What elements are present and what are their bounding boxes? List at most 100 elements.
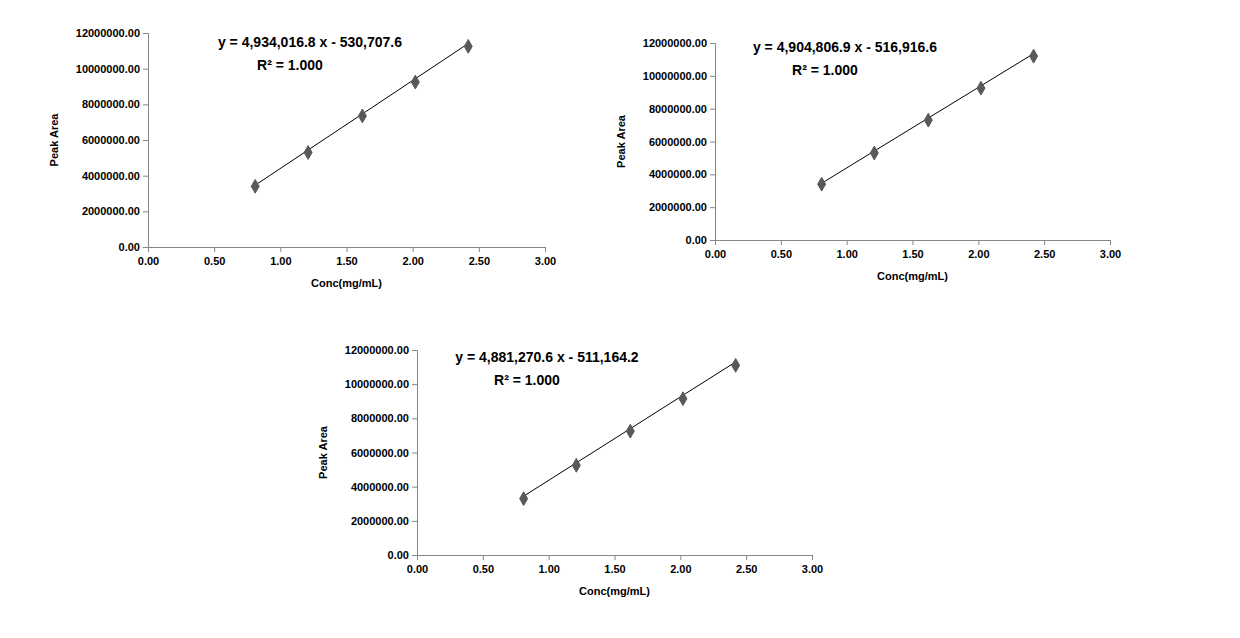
y-tick-label: 2000000.00	[82, 205, 140, 217]
y-tick: 8000000.00	[649, 103, 715, 115]
y-tick-label: 4000000.00	[649, 168, 707, 180]
y-tick-label: 6000000.00	[649, 136, 707, 148]
y-tick-mark	[412, 453, 417, 454]
point	[358, 109, 366, 123]
y-tick-mark	[412, 555, 417, 556]
x-tick-label: 1.50	[604, 563, 625, 575]
equation: y = 4,934,016.8 x - 530,707.6	[218, 34, 402, 50]
y-tick-mark	[412, 521, 417, 522]
y-axis: 0.002000000.004000000.006000000.00800000…	[76, 27, 149, 253]
x-tick-mark	[1044, 240, 1045, 245]
y-tick: 10000000.00	[345, 378, 417, 390]
y-tick: 10000000.00	[643, 70, 715, 82]
x-tick: 0.50	[771, 240, 792, 260]
y-tick-mark	[710, 174, 715, 175]
y-tick-mark	[143, 247, 148, 248]
x-tick: 1.50	[604, 555, 625, 575]
y-tick: 6000000.00	[351, 447, 417, 459]
y-axis-line	[143, 34, 149, 248]
chart: 0.000.501.001.502.002.503.000.002000000.…	[317, 344, 823, 597]
y-tick: 8000000.00	[351, 412, 417, 424]
x-tick: 2.00	[402, 247, 423, 267]
y-tick-label: 12000000.00	[76, 27, 140, 39]
x-tick-mark	[781, 240, 782, 245]
x-axis-line	[149, 248, 546, 253]
x-tick: 3.00	[802, 555, 823, 575]
x-tick-label: 2.00	[968, 248, 989, 260]
y-tick-mark	[710, 43, 715, 44]
y-tick-mark	[143, 176, 148, 177]
y-tick-label: 8000000.00	[82, 98, 140, 110]
plot-area	[251, 39, 472, 193]
y-tick: 4000000.00	[351, 481, 417, 493]
y-tick: 0.00	[686, 234, 715, 246]
x-tick-label: 0.00	[138, 255, 159, 267]
x-tick-label: 1.00	[836, 248, 857, 260]
trend-line	[255, 44, 468, 186]
point	[411, 75, 419, 89]
y-tick-mark	[710, 142, 715, 143]
y-tick-label: 4000000.00	[82, 170, 140, 182]
y-tick: 8000000.00	[82, 98, 148, 110]
y-tick-mark	[143, 33, 148, 34]
x-tick: 1.50	[336, 247, 357, 267]
y-tick-mark	[143, 69, 148, 70]
y-tick: 6000000.00	[82, 134, 148, 146]
y-tick-mark	[143, 140, 148, 141]
y-tick-label: 2000000.00	[351, 515, 409, 527]
x-tick-label: 3.00	[802, 563, 823, 575]
y-tick-mark	[412, 350, 417, 351]
equation: y = 4,904,806.9 x - 516,916.6	[753, 39, 937, 55]
y-tick: 4000000.00	[82, 170, 148, 182]
x-tick-label: 3.00	[1100, 248, 1121, 260]
point	[251, 179, 259, 193]
x-tick-label: 2.00	[402, 255, 423, 267]
point	[520, 492, 528, 506]
x-tick: 0.50	[473, 555, 494, 575]
y-tick-label: 8000000.00	[351, 412, 409, 424]
y-tick: 2000000.00	[351, 515, 417, 527]
point	[1030, 49, 1038, 63]
r-squared: R² = 1.000	[257, 57, 323, 73]
y-tick-label: 10000000.00	[643, 70, 707, 82]
x-tick-mark	[847, 240, 848, 245]
x-tick-mark	[978, 240, 979, 245]
x-tick: 2.50	[1034, 240, 1055, 260]
y-tick-mark	[710, 76, 715, 77]
x-axis-title: Conc(mg/mL)	[579, 585, 650, 597]
y-tick: 12000000.00	[345, 344, 417, 356]
y-axis-title: Peak Area	[317, 425, 329, 479]
y-tick-mark	[412, 384, 417, 385]
point	[977, 81, 985, 95]
y-tick-label: 8000000.00	[649, 103, 707, 115]
y-tick: 2000000.00	[82, 205, 148, 217]
point	[572, 458, 580, 472]
y-axis-title: Peak Area	[615, 114, 627, 168]
x-tick-label: 2.50	[1034, 248, 1055, 260]
y-tick-mark	[710, 207, 715, 208]
point	[626, 424, 634, 438]
x-tick-label: 2.50	[469, 255, 490, 267]
x-tick-label: 2.00	[670, 563, 691, 575]
y-axis-line	[412, 351, 418, 556]
chart: 0.000.501.001.502.002.503.000.002000000.…	[48, 27, 556, 289]
x-tick: 0.00	[705, 240, 726, 260]
point	[304, 146, 312, 160]
chart: 0.000.501.001.502.002.503.000.002000000.…	[615, 37, 1121, 282]
x-tick-mark	[545, 247, 546, 252]
x-axis-line	[716, 241, 1111, 246]
y-tick-mark	[710, 109, 715, 110]
x-tick: 1.00	[538, 555, 559, 575]
y-tick-label: 12000000.00	[345, 344, 409, 356]
point	[924, 113, 932, 127]
figure: 0.00 0.50 1.00 1.50 2.00 2.50 3.00 0.00 2000000.…	[0, 0, 1240, 638]
y-tick: 2000000.00	[649, 201, 715, 213]
x-tick: 0.50	[204, 247, 225, 267]
y-tick: 4000000.00	[649, 168, 715, 180]
r-squared: R² = 1.000	[494, 372, 560, 388]
x-axis: 0.000.501.001.502.002.503.00	[138, 247, 556, 267]
point	[818, 177, 826, 191]
x-tick-mark	[280, 247, 281, 252]
r-squared: R² = 1.000	[792, 62, 858, 78]
y-tick-mark	[412, 418, 417, 419]
